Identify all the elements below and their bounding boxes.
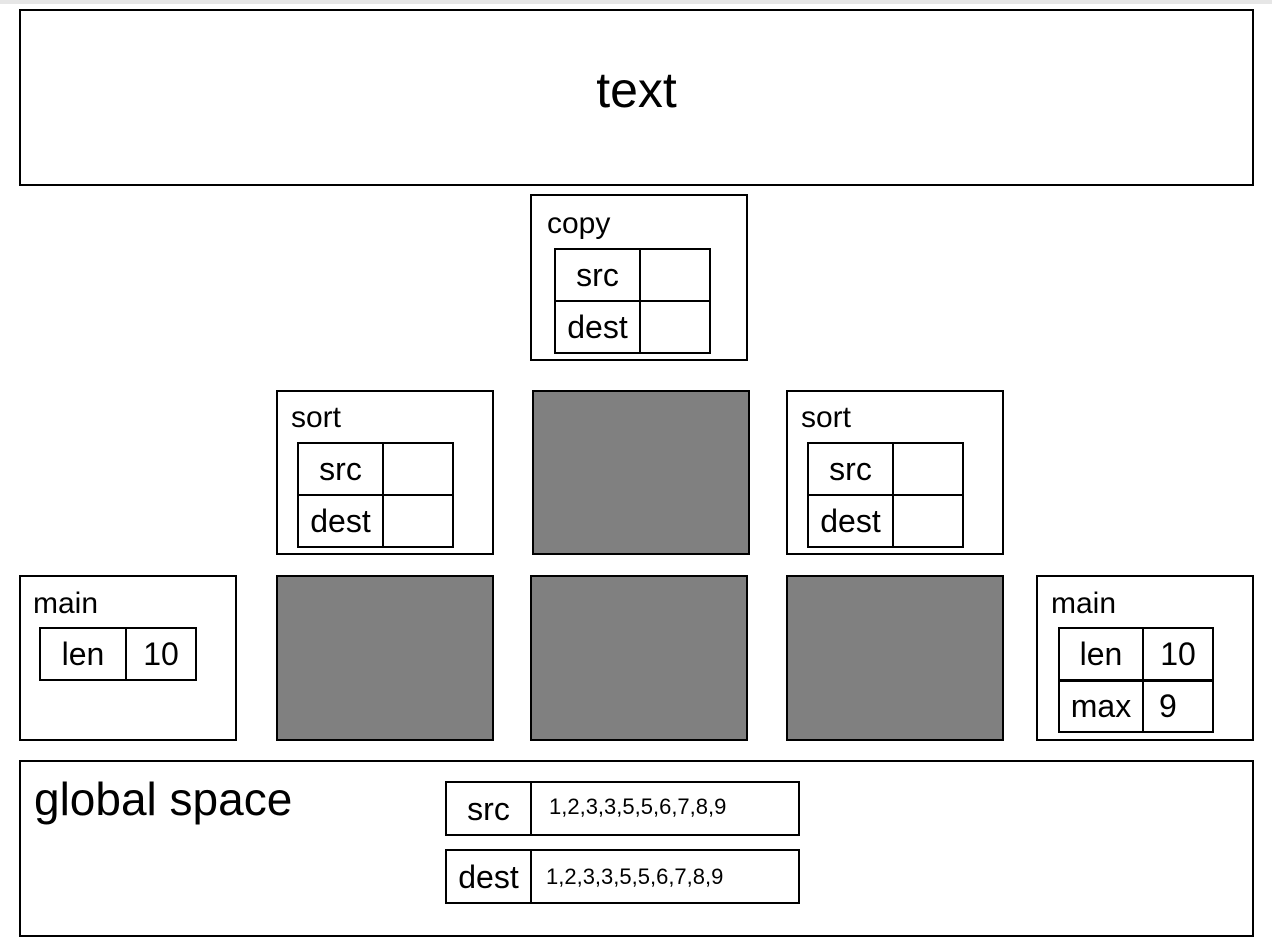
var-value-cell — [382, 442, 454, 496]
sort-frame-left-table: src dest — [297, 442, 454, 548]
table-row: dest — [297, 494, 454, 548]
var-name-cell: dest — [554, 300, 641, 354]
global-dest-table: dest 1,2,3,3,5,5,6,7,8,9 — [445, 849, 800, 904]
copy-frame-name: copy — [547, 207, 611, 240]
table-row: dest 1,2,3,3,5,5,6,7,8,9 — [445, 849, 800, 904]
var-name-cell: dest — [445, 849, 532, 904]
var-name-cell: dest — [807, 494, 894, 548]
main-frame-left-name: main — [33, 587, 99, 620]
global-space-box: global space src 1,2,3,3,5,5,6,7,8,9 des… — [19, 760, 1254, 937]
var-value-cell: 10 — [1142, 627, 1214, 682]
var-value-cell — [639, 248, 711, 302]
var-value-cell — [639, 300, 711, 354]
table-row: len 10 — [39, 627, 197, 681]
var-name-cell: src — [445, 781, 532, 836]
var-name-cell: src — [554, 248, 641, 302]
table-row: src — [297, 442, 454, 496]
table-row: max 9 — [1058, 679, 1214, 733]
main-frame-right-table: len 10 max 9 — [1058, 627, 1214, 733]
global-src-table: src 1,2,3,3,5,5,6,7,8,9 — [445, 781, 800, 836]
var-name-cell: dest — [297, 494, 384, 548]
filled-block — [786, 575, 1004, 741]
table-row: dest — [807, 494, 964, 548]
copy-frame-table: src dest — [554, 248, 711, 354]
filled-block — [276, 575, 494, 741]
var-value-cell: 1,2,3,3,5,5,6,7,8,9 — [530, 781, 800, 836]
table-row: src — [554, 248, 711, 302]
main-frame-right: main len 10 max 9 — [1036, 575, 1254, 741]
copy-frame: copy src dest — [530, 194, 748, 361]
var-value-cell: 9 — [1142, 679, 1214, 733]
var-value-cell — [892, 442, 964, 496]
sort-frame-right-name: sort — [801, 401, 852, 434]
var-name-cell: len — [1058, 627, 1144, 682]
var-name-cell: len — [39, 627, 127, 681]
table-row: src — [807, 442, 964, 496]
var-name-cell: src — [807, 442, 894, 496]
sort-frame-left: sort src dest — [276, 390, 494, 555]
filled-block — [530, 575, 748, 741]
table-row: len 10 — [1058, 627, 1214, 682]
var-value-cell: 1,2,3,3,5,5,6,7,8,9 — [530, 849, 800, 904]
main-frame-right-name: main — [1051, 587, 1117, 620]
var-value-cell — [382, 494, 454, 548]
title-label: text — [596, 62, 677, 118]
main-frame-left-table: len 10 — [39, 627, 197, 681]
sort-frame-right-table: src dest — [807, 442, 964, 548]
filled-block — [532, 390, 750, 555]
table-row: dest — [554, 300, 711, 354]
global-space-title: global space — [34, 773, 293, 825]
var-name-cell: src — [297, 442, 384, 496]
sort-frame-left-name: sort — [291, 401, 342, 434]
var-value-cell — [892, 494, 964, 548]
var-value-cell: 10 — [125, 627, 197, 681]
top-edge-line — [0, 0, 1272, 4]
table-row: src 1,2,3,3,5,5,6,7,8,9 — [445, 781, 800, 836]
main-frame-left: main len 10 — [19, 575, 237, 741]
sort-frame-right: sort src dest — [786, 390, 1004, 555]
var-name-cell: max — [1058, 679, 1144, 733]
title-box: text — [19, 9, 1254, 186]
